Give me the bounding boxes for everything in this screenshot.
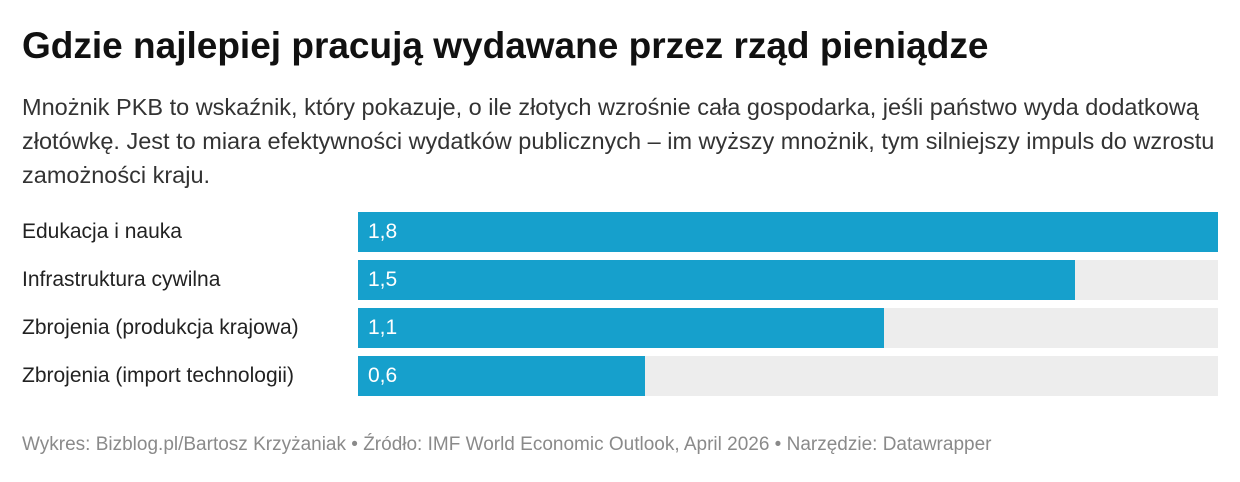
bar-value-label: 1,8 [368, 220, 398, 243]
chart-title: Gdzie najlepiej pracują wydawane przez r… [22, 25, 989, 66]
category-label: Infrastruktura cywilna [22, 268, 221, 291]
bar-track: 1,8 [358, 212, 1218, 252]
bar-track: 1,5 [358, 260, 1218, 300]
bar-row: Edukacja i nauka 1,8 [0, 212, 1240, 252]
category-label: Zbrojenia (produkcja krajowa) [22, 316, 299, 339]
bar-row: Infrastruktura cywilna 1,5 [0, 260, 1240, 300]
chart-subtitle: Mnożnik PKB to wskaźnik, który pokazuje,… [22, 94, 1215, 188]
bar: 1,1 [358, 308, 884, 348]
bar-value-label: 0,6 [368, 364, 398, 387]
bar-chart: Edukacja i nauka 1,8 Infrastruktura cywiln… [0, 212, 1240, 398]
bar-row: Zbrojenia (import technologii) 0,6 [0, 356, 1240, 396]
bar-row: Zbrojenia (produkcja krajowa) 1,1 [0, 308, 1240, 348]
chart-footer-credit: Wykres: Bizblog.pl/Bartosz Krzyżaniak • … [22, 434, 992, 455]
bar-value-label: 1,5 [368, 268, 398, 291]
bar: 0,6 [358, 356, 645, 396]
bar: 1,5 [358, 260, 1075, 300]
category-label: Zbrojenia (import technologii) [22, 364, 294, 387]
bar-track: 0,6 [358, 356, 1218, 396]
bar: 1,8 [358, 212, 1218, 252]
category-label: Edukacja i nauka [22, 220, 182, 243]
bar-value-label: 1,1 [368, 316, 398, 339]
bar-track: 1,1 [358, 308, 1218, 348]
